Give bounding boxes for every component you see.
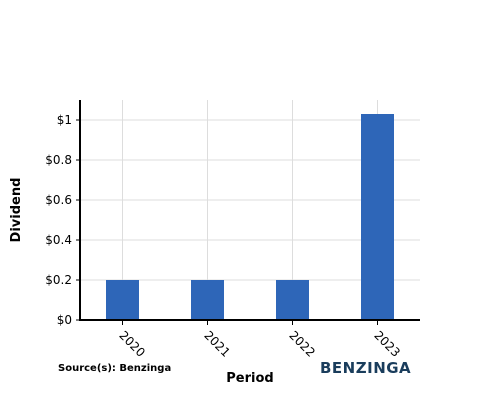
bar-2022 bbox=[276, 280, 309, 320]
y-tick-label: $0 bbox=[57, 313, 72, 327]
bar-2021 bbox=[191, 280, 224, 320]
y-axis-title: Dividend bbox=[9, 178, 24, 243]
source-label: Source(s): Benzinga bbox=[58, 363, 172, 374]
x-tick-label: 2022 bbox=[286, 328, 317, 359]
bar-2020 bbox=[106, 280, 139, 320]
y-ticks: $0 $0.2 $0.4 $0.6 $0.8 $1 bbox=[45, 113, 80, 327]
axes bbox=[79, 100, 420, 321]
y-tick-label: $0.8 bbox=[45, 153, 72, 167]
x-axis-title: Period bbox=[226, 371, 273, 386]
y-tick-label: $1 bbox=[57, 113, 72, 127]
bar-2023 bbox=[361, 114, 394, 320]
x-tick-label: 2021 bbox=[201, 328, 232, 359]
benzinga-logo: BENZINGA bbox=[320, 359, 412, 377]
y-tick-label: $0.4 bbox=[45, 233, 72, 247]
bars bbox=[106, 114, 394, 320]
x-tick-label: 2020 bbox=[116, 328, 147, 359]
y-tick-label: $0.6 bbox=[45, 193, 72, 207]
x-tick-label: 2023 bbox=[371, 328, 402, 359]
y-tick-label: $0.2 bbox=[45, 273, 72, 287]
x-ticks: 2020 2021 2022 2023 bbox=[116, 320, 403, 360]
